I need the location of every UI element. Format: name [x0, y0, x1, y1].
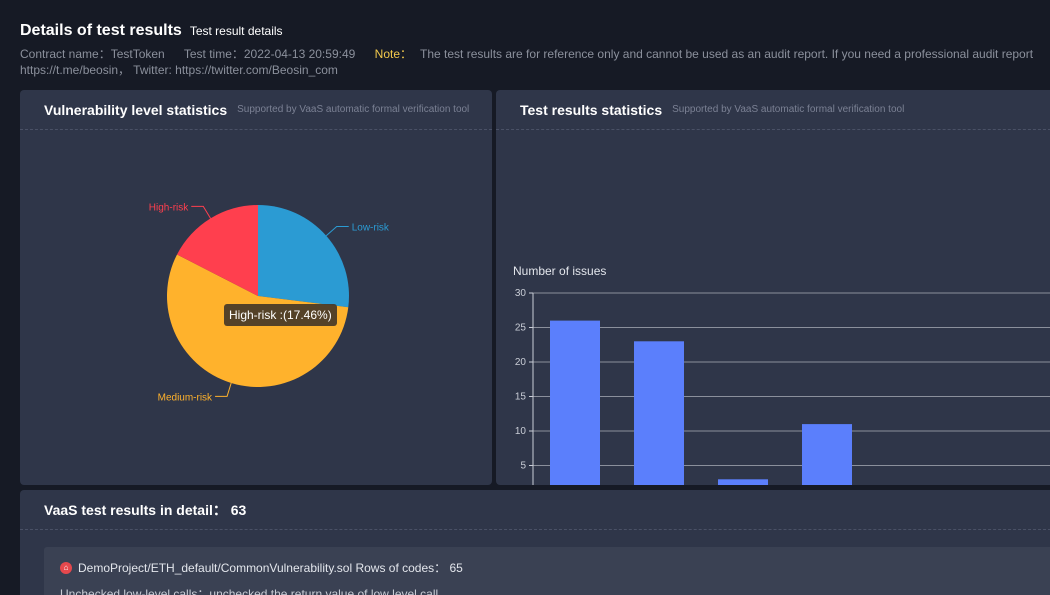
- bar-chart[interactable]: Number of issues051015202530123456: [496, 130, 1050, 485]
- y-tick-label: 10: [515, 426, 527, 437]
- bar[interactable]: [718, 479, 768, 485]
- y-tick-label: 30: [515, 288, 527, 299]
- warning-icon: ⌂: [60, 561, 72, 574]
- meta-line: Contract name：TestToken Test time：2022-0…: [20, 46, 1050, 62]
- page-title: Details of test results: [20, 22, 182, 39]
- chart-tooltip: High-risk :(17.46%): [224, 304, 337, 326]
- note-label: Note：: [374, 47, 413, 61]
- pie-label: Low-risk: [352, 223, 390, 234]
- test-time: Test time：2022-04-13 20:59:49: [183, 47, 356, 61]
- pie-label-line: [325, 226, 349, 237]
- bar[interactable]: [550, 320, 600, 485]
- pie-label-line: [215, 382, 232, 397]
- panel-subtitle: Supported by VaaS automatic formal verif…: [237, 104, 470, 115]
- page-header: Details of test results Test result deta…: [20, 22, 1050, 78]
- test-results-panel: Test results statistics Supported by Vaa…: [496, 90, 1050, 485]
- y-axis-title: Number of issues: [513, 264, 606, 278]
- y-tick-label: 5: [520, 461, 526, 472]
- panel-title: Vulnerability level statistics: [44, 101, 228, 118]
- pie-slice-high-risk[interactable]: [177, 205, 258, 296]
- y-tick-label: 15: [515, 392, 527, 403]
- contact-links[interactable]: https://t.me/beosin， Twitter: https://tw…: [20, 63, 338, 77]
- detail-panel: VaaS test results in detail： 63 ⌂ DemoPr…: [20, 490, 1050, 595]
- note-text: The test results are for reference only …: [420, 47, 1034, 61]
- y-tick-label: 20: [515, 357, 527, 368]
- file-path: DemoProject/ETH_default/CommonVulnerabil…: [78, 561, 463, 575]
- panel-subtitle: Supported by VaaS automatic formal verif…: [672, 104, 905, 115]
- pie-label: High-risk: [149, 202, 189, 213]
- pie-chart[interactable]: Low-risk Medium-risk High-risk: [20, 130, 492, 485]
- panel-title: Test results statistics: [520, 101, 663, 118]
- contract-name: Contract name：TestToken: [20, 47, 165, 61]
- vulnerability-level-panel: Vulnerability level statistics Supported…: [20, 90, 492, 485]
- pie-label-line: [191, 205, 211, 219]
- result-item[interactable]: ⌂ DemoProject/ETH_default/CommonVulnerab…: [44, 547, 1050, 595]
- panel-title: VaaS test results in detail： 63: [44, 501, 247, 518]
- bar[interactable]: [634, 341, 684, 485]
- y-tick-label: 25: [515, 323, 527, 334]
- page-subtitle: Test result details: [189, 24, 283, 38]
- pie-slice-low-risk[interactable]: [258, 205, 349, 308]
- issue-description: Unchecked low-level calls：unchecked the …: [60, 587, 439, 595]
- bar[interactable]: [802, 424, 852, 485]
- pie-label: Medium-risk: [158, 392, 213, 403]
